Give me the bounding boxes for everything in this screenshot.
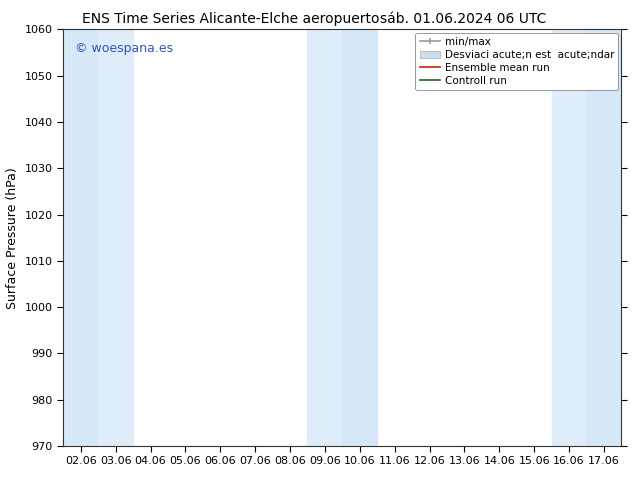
Bar — [98, 29, 133, 446]
Text: sáb. 01.06.2024 06 UTC: sáb. 01.06.2024 06 UTC — [380, 12, 547, 26]
Bar — [552, 29, 586, 446]
Legend: min/max, Desviaci acute;n est  acute;ndar, Ensemble mean run, Controll run: min/max, Desviaci acute;n est acute;ndar… — [415, 32, 618, 90]
Text: © woespana.es: © woespana.es — [75, 42, 172, 55]
Bar — [307, 29, 342, 446]
Bar — [63, 29, 98, 446]
Bar — [342, 29, 377, 446]
Text: ENS Time Series Alicante-Elche aeropuerto: ENS Time Series Alicante-Elche aeropuert… — [82, 12, 380, 26]
Y-axis label: Surface Pressure (hPa): Surface Pressure (hPa) — [6, 167, 19, 309]
Bar — [586, 29, 621, 446]
